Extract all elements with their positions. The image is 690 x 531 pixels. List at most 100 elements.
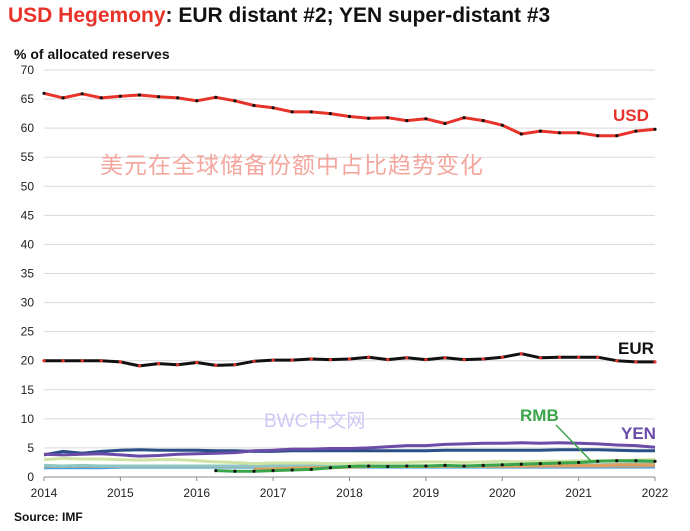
point-eur-25 — [519, 352, 523, 356]
point-usd-17 — [367, 116, 371, 120]
point-usd-7 — [176, 96, 180, 100]
x-tick-2020: 2020 — [489, 486, 516, 500]
label-eur: EUR — [618, 339, 654, 358]
point-usd-31 — [634, 129, 638, 133]
point-eur-8 — [195, 360, 199, 365]
x-tick-2017: 2017 — [260, 486, 287, 500]
gridlines — [44, 69, 655, 478]
y-tick-40: 40 — [21, 237, 35, 251]
point-usd-20 — [424, 117, 428, 121]
point-usd-27 — [557, 131, 562, 135]
series-rmb — [214, 459, 657, 473]
y-tick-55: 55 — [21, 150, 35, 164]
y-tick-35: 35 — [21, 267, 35, 281]
point-usd-15 — [328, 112, 332, 116]
y-tick-0: 0 — [27, 470, 34, 484]
point-rmb-16 — [519, 462, 523, 466]
point-usd-14 — [309, 110, 313, 114]
series-yen — [43, 441, 656, 458]
point-rmb-12 — [443, 463, 447, 467]
y-tick-50: 50 — [21, 179, 35, 193]
label-rmb: RMB — [520, 406, 559, 425]
point-usd-13 — [290, 110, 294, 114]
x-tick-2021: 2021 — [565, 486, 592, 500]
point-rmb-4 — [290, 468, 294, 472]
point-eur-28 — [577, 355, 581, 359]
point-eur-10 — [233, 363, 237, 367]
series-labels: USD EUR RMB YEN — [520, 106, 656, 443]
point-rmb-21 — [615, 459, 619, 463]
point-eur-0 — [42, 359, 46, 363]
point-usd-8 — [195, 99, 199, 103]
title-usd: USD Hegemony — [8, 4, 166, 27]
point-eur-1 — [61, 359, 65, 363]
point-usd-9 — [214, 95, 218, 99]
point-rmb-9 — [386, 464, 390, 469]
point-usd-22 — [462, 116, 466, 120]
point-usd-1 — [61, 96, 65, 100]
y-tick-labels: 0 5 10 15 20 25 30 35 40 45 50 55 60 65 70 — [21, 63, 35, 484]
x-tick-2022: 2022 — [642, 486, 669, 500]
point-eur-2 — [80, 359, 84, 363]
y-tick-10: 10 — [21, 412, 35, 426]
point-eur-22 — [462, 358, 466, 362]
point-eur-21 — [443, 356, 447, 360]
point-usd-25 — [519, 132, 523, 136]
point-eur-26 — [538, 356, 543, 360]
point-rmb-8 — [367, 464, 371, 468]
x-tick-2015: 2015 — [107, 486, 134, 500]
point-usd-4 — [118, 94, 122, 98]
point-usd-28 — [577, 131, 581, 135]
point-rmb-18 — [557, 461, 562, 465]
point-usd-16 — [347, 114, 352, 119]
point-rmb-0 — [214, 469, 218, 473]
point-usd-32 — [653, 127, 657, 131]
point-eur-18 — [386, 358, 390, 362]
point-eur-15 — [328, 358, 332, 362]
x-tick-2019: 2019 — [413, 486, 440, 500]
x-tick-2018: 2018 — [336, 486, 363, 500]
rmb-leader — [555, 424, 593, 463]
line-rmb — [215, 459, 656, 473]
point-usd-0 — [42, 91, 46, 95]
point-eur-11 — [252, 359, 256, 363]
point-eur-27 — [557, 355, 562, 359]
point-usd-6 — [157, 95, 161, 99]
point-rmb-2 — [252, 469, 256, 473]
point-rmb-5 — [309, 467, 313, 471]
point-usd-2 — [80, 92, 84, 96]
point-eur-16 — [347, 357, 352, 361]
label-yen: YEN — [621, 424, 656, 443]
y-tick-5: 5 — [27, 441, 34, 455]
y-tick-65: 65 — [21, 92, 35, 106]
point-eur-3 — [99, 359, 103, 363]
point-eur-7 — [176, 363, 180, 367]
x-tick-labels: 2014 2015 2016 2017 2018 2019 2020 2021 2022 — [31, 477, 669, 500]
point-rmb-23 — [653, 459, 657, 463]
x-tick-2016: 2016 — [183, 486, 210, 500]
point-usd-11 — [252, 103, 256, 108]
point-usd-18 — [386, 116, 390, 120]
point-usd-21 — [443, 121, 447, 126]
point-eur-9 — [214, 363, 218, 367]
label-usd: USD — [613, 106, 649, 125]
point-usd-29 — [596, 134, 600, 138]
point-usd-12 — [271, 106, 275, 110]
point-eur-4 — [118, 360, 122, 364]
source-note: Source: IMF — [14, 510, 83, 524]
point-usd-24 — [500, 123, 504, 127]
point-eur-17 — [367, 355, 371, 359]
point-rmb-13 — [462, 464, 466, 468]
chinese-watermark: 美元在全球储备份额中占比趋势变化 — [100, 152, 484, 178]
y-tick-25: 25 — [21, 325, 35, 339]
point-eur-30 — [615, 359, 619, 363]
y-tick-70: 70 — [21, 63, 35, 77]
point-rmb-15 — [500, 463, 504, 467]
point-eur-5 — [137, 364, 142, 368]
point-usd-10 — [233, 99, 237, 103]
point-eur-20 — [424, 358, 428, 362]
y-axis-title: % of allocated reserves — [14, 46, 170, 62]
point-rmb-19 — [577, 460, 581, 465]
point-usd-19 — [405, 119, 409, 123]
point-usd-5 — [137, 93, 142, 97]
